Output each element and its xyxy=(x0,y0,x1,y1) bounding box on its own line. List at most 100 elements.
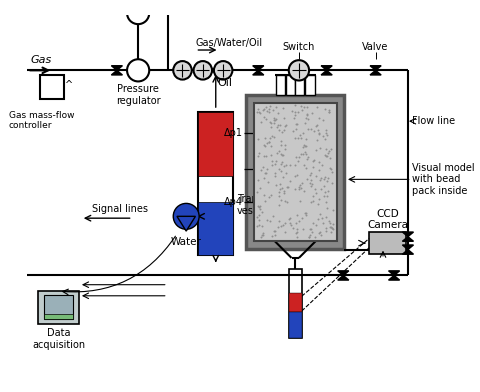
Point xyxy=(264,105,272,112)
Point xyxy=(296,181,303,188)
Point xyxy=(278,129,286,135)
Point xyxy=(306,180,314,186)
Point xyxy=(323,193,331,199)
Point xyxy=(302,211,310,217)
Point xyxy=(304,156,312,163)
Polygon shape xyxy=(402,237,413,241)
Point xyxy=(279,105,287,111)
Circle shape xyxy=(214,61,232,80)
Point xyxy=(302,212,310,218)
Point xyxy=(291,185,299,192)
Point xyxy=(264,179,272,185)
Point xyxy=(293,172,301,179)
Circle shape xyxy=(193,61,212,80)
Polygon shape xyxy=(338,276,349,280)
Point xyxy=(302,142,310,149)
Point xyxy=(300,142,308,148)
Point xyxy=(292,230,300,236)
Point xyxy=(258,234,265,240)
Point xyxy=(291,162,299,168)
Point xyxy=(269,212,277,219)
Point xyxy=(258,209,266,216)
Point xyxy=(282,122,290,128)
Point xyxy=(271,228,279,234)
Polygon shape xyxy=(338,271,349,276)
Text: Signal lines: Signal lines xyxy=(92,203,148,214)
Text: Δp4: Δp4 xyxy=(224,198,242,207)
Point xyxy=(262,153,270,160)
Point xyxy=(326,165,334,171)
Point xyxy=(301,149,309,155)
Point xyxy=(270,120,277,126)
Point xyxy=(259,223,266,229)
Point xyxy=(277,161,285,167)
Bar xyxy=(286,75,295,95)
Point xyxy=(263,166,271,172)
Point xyxy=(313,104,321,111)
Point xyxy=(283,184,290,190)
Point xyxy=(324,205,331,211)
Point xyxy=(254,177,262,183)
Point xyxy=(323,198,330,205)
Polygon shape xyxy=(370,70,381,75)
Point xyxy=(266,119,274,125)
Point xyxy=(272,173,279,179)
Text: Pressure
regulator: Pressure regulator xyxy=(116,84,160,106)
Point xyxy=(260,142,268,148)
Polygon shape xyxy=(321,70,332,75)
Point xyxy=(310,157,318,163)
Point xyxy=(307,226,315,232)
Point xyxy=(270,228,278,234)
Point xyxy=(253,109,261,115)
Point xyxy=(281,220,289,226)
Polygon shape xyxy=(177,216,195,231)
Point xyxy=(316,145,324,151)
Point xyxy=(280,127,288,133)
Point xyxy=(297,185,304,191)
Point xyxy=(293,229,300,236)
Point xyxy=(275,202,283,208)
Point xyxy=(261,170,269,176)
Point xyxy=(312,222,320,228)
Point xyxy=(275,127,282,134)
Point xyxy=(267,120,275,126)
Point xyxy=(259,232,267,238)
Point xyxy=(328,225,336,231)
Point xyxy=(299,226,307,232)
Point xyxy=(282,229,289,235)
Point xyxy=(304,126,312,132)
Point xyxy=(291,172,299,179)
Point xyxy=(322,127,330,133)
Point xyxy=(296,132,304,138)
Bar xyxy=(305,75,314,95)
Point xyxy=(322,214,330,220)
Text: Data
acquisition: Data acquisition xyxy=(32,328,85,350)
Bar xyxy=(369,232,406,254)
Point xyxy=(272,116,280,122)
Point xyxy=(312,147,320,153)
Point xyxy=(307,170,315,176)
Point xyxy=(292,125,300,132)
Point xyxy=(319,162,326,168)
Point xyxy=(314,201,322,207)
Bar xyxy=(44,295,73,319)
Point xyxy=(328,180,336,187)
Point xyxy=(316,211,324,218)
Point xyxy=(309,158,317,164)
Point xyxy=(322,225,330,231)
Point xyxy=(285,216,293,223)
Point xyxy=(307,232,314,238)
Point xyxy=(261,135,269,141)
Point xyxy=(268,158,276,164)
Point xyxy=(282,170,289,176)
Polygon shape xyxy=(370,66,381,70)
Point xyxy=(323,178,331,184)
Point xyxy=(286,162,293,169)
Point xyxy=(292,121,300,127)
Bar xyxy=(289,292,302,312)
Point xyxy=(327,224,335,230)
Point xyxy=(275,193,283,199)
Point xyxy=(263,116,270,122)
Point xyxy=(325,109,333,115)
Point xyxy=(262,170,270,176)
